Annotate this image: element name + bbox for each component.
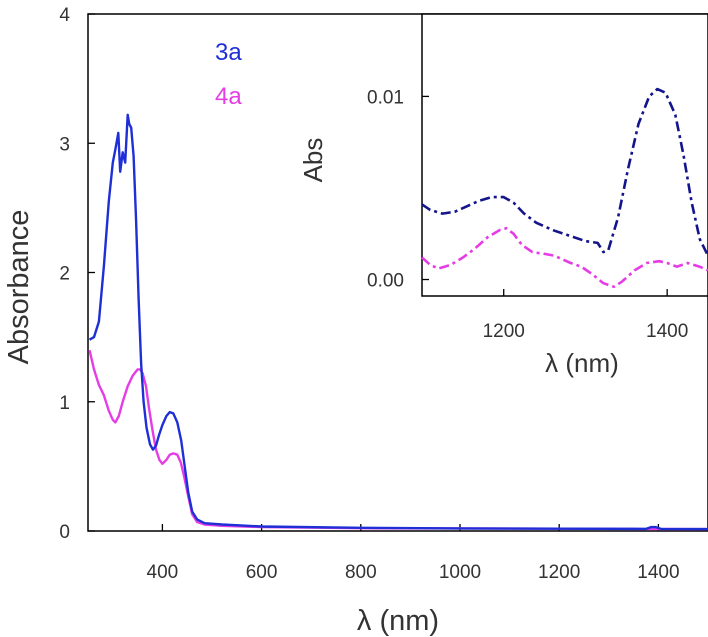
legend-label-4a: 4a [215,83,242,110]
inset-series-line-3a [421,87,708,257]
main-x-tick-label-600: 600 [246,562,278,583]
main-x-axis-label: λ (nm) [357,605,439,637]
legend-label-3a: 3a [215,39,242,66]
main-x-tick-label-1200: 1200 [538,562,580,583]
main-x-tick-label-1000: 1000 [439,562,481,583]
inset-x-axis-label: λ (nm) [545,348,619,378]
main-series-line-3a [88,113,708,531]
main-y-axis-label: Absorbance [3,210,35,365]
main-y-tick-label-2: 2 [59,264,70,285]
inset-series-group [421,87,708,289]
main-series-group [88,113,708,531]
inset-ticks: 1200 1400 0.00 0.01 [367,87,688,342]
inset-y-tick-label-0: 0.00 [367,271,404,292]
main-x-tick-label-1400: 1400 [637,562,679,583]
main-x-tick-label-400: 400 [147,562,179,583]
inset-plot-frame [421,13,708,297]
main-series-line-4a [88,349,708,531]
main-y-tick-label-1: 1 [59,393,70,414]
inset-x-tick-label-1200: 1200 [483,321,525,342]
inset-series-line-4a [421,226,708,289]
main-y-tick-label-0: 0 [59,522,70,543]
main-x-tick-label-800: 800 [345,562,377,583]
inset-y-tick-label-1: 0.01 [367,87,404,108]
inset-x-tick-label-1400: 1400 [646,321,688,342]
main-ticks: 400 600 800 1000 1200 1400 0 1 2 3 4 [59,5,679,583]
main-y-tick-label-4: 4 [59,5,70,26]
inset-y-axis-label: Abs [298,138,328,183]
main-y-tick-label-3: 3 [59,134,70,155]
